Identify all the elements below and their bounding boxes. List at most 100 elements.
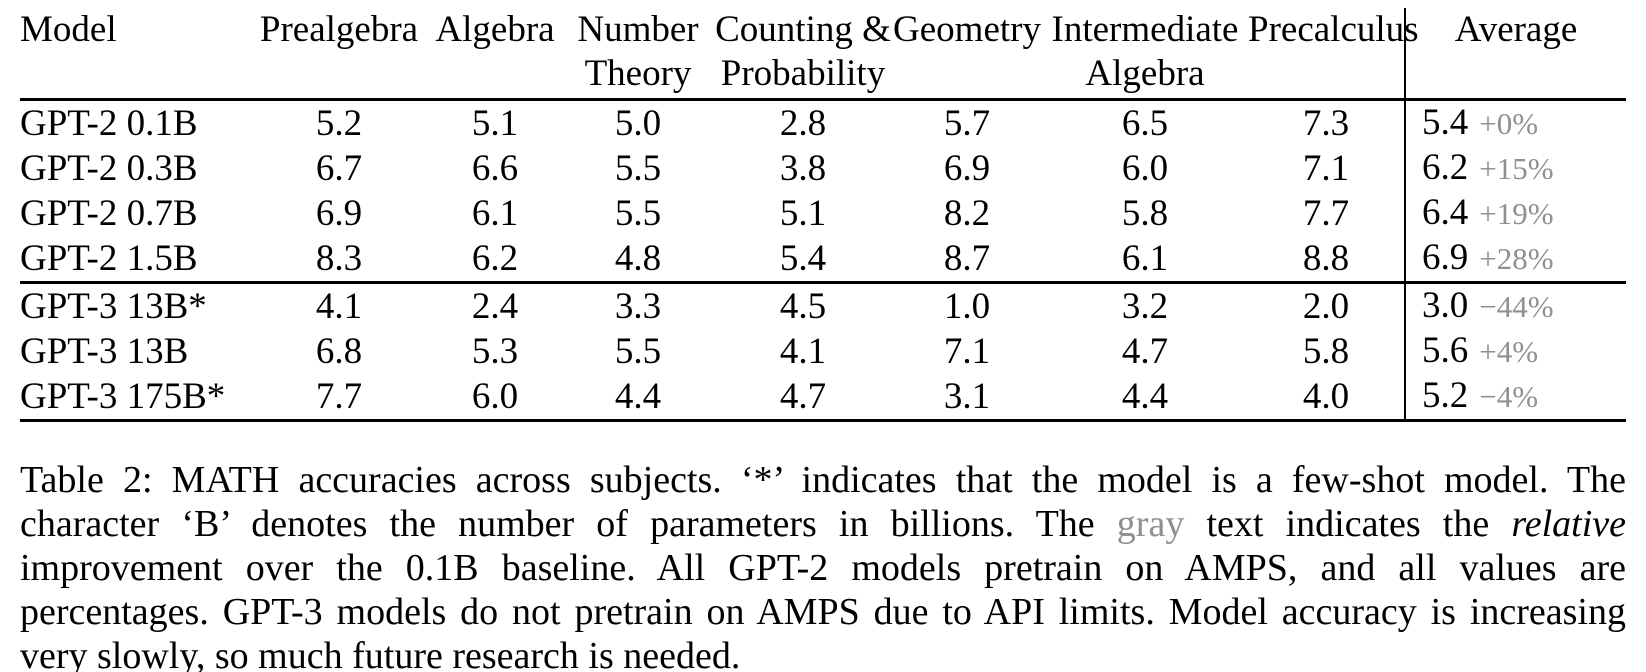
col-header-average: Average (1404, 8, 1626, 101)
value-cell: 3.3 (562, 281, 714, 329)
value-cell: 6.6 (471, 147, 519, 189)
value-cell: 6.9 (943, 147, 991, 189)
value-cell: 8.8 (1302, 237, 1350, 279)
value-cell: 4.8 (614, 237, 662, 279)
value-cell: 3.8 (779, 147, 827, 189)
value-cell: 4.1 (250, 281, 428, 329)
header-row: Model Prealgebra Algebra Number Theory Co… (20, 8, 1626, 101)
model-cell: GPT-3 13B* (20, 281, 250, 329)
caption-text: text indicates the (1184, 503, 1512, 545)
average-cell: 6.4 +19% (1404, 191, 1626, 236)
value-cell: 6.2 (471, 237, 519, 279)
value-cell: 5.5 (614, 192, 662, 234)
value-cell: 5.2 (315, 102, 363, 144)
value-cell: 7.3 (1302, 102, 1350, 144)
col-header-algebra: Algebra (428, 8, 562, 101)
relative-improvement: +0% (1479, 106, 1539, 141)
value-cell: 2.0 (1248, 281, 1405, 329)
col-header-intermediate-algebra: Intermediate Algebra (1042, 8, 1248, 101)
caption-text: improvement over the 0.1B baseline. All … (20, 547, 1626, 672)
value-cell: 5.8 (1302, 330, 1350, 372)
table-row-gpt2-15b: GPT-2 1.5B 8.3 6.2 4.8 5.4 8.7 6.1 8.8 6… (20, 236, 1626, 283)
value-cell: 4.7 (714, 374, 892, 422)
average-value: 6.2 (1422, 147, 1469, 188)
value-cell: 5.8 (1121, 192, 1169, 234)
average-value: 5.4 (1422, 102, 1469, 143)
average-value: 5.6 (1422, 330, 1469, 371)
relative-improvement: −44% (1479, 289, 1554, 324)
table-row-gpt2-03b: GPT-2 0.3B 6.7 6.6 5.5 3.8 6.9 6.0 7.1 6… (20, 146, 1626, 191)
value-cell: 7.7 (1302, 192, 1350, 234)
value-cell: 1.0 (892, 281, 1042, 329)
col-header-model: Model (20, 8, 250, 101)
value-cell: 5.1 (779, 192, 827, 234)
average-cell: 5.2 −4% (1404, 374, 1626, 422)
value-cell: 6.1 (471, 192, 519, 234)
value-cell: 5.5 (614, 147, 662, 189)
model-cell: GPT-2 0.3B (20, 147, 198, 189)
average-cell: 6.9 +28% (1404, 236, 1626, 283)
relative-improvement: −4% (1479, 379, 1539, 414)
value-cell: 5.7 (943, 102, 991, 144)
value-cell: 2.8 (779, 102, 827, 144)
col-header-counting-probability: Counting & Probability (714, 8, 892, 101)
col-header-prealgebra: Prealgebra (250, 8, 428, 101)
value-cell: 5.1 (471, 102, 519, 144)
table-row-gpt3-13b: GPT-3 13B 6.8 5.3 5.5 4.1 7.1 4.7 5.8 5.… (20, 329, 1626, 374)
value-cell: 4.0 (1248, 374, 1405, 422)
value-cell: 6.0 (428, 374, 562, 422)
caption-text: Table 2: MATH accuracies across subjects… (20, 459, 1626, 545)
value-cell: 3.2 (1042, 281, 1248, 329)
value-cell: 4.1 (779, 330, 827, 372)
value-cell: 5.5 (614, 330, 662, 372)
value-cell: 5.0 (614, 102, 662, 144)
value-cell: 4.5 (714, 281, 892, 329)
math-accuracy-table: Model Prealgebra Algebra Number Theory Co… (20, 8, 1626, 422)
value-cell: 6.0 (1121, 147, 1169, 189)
average-cell: 5.4 +0% (1404, 99, 1626, 146)
value-cell: 7.1 (943, 330, 991, 372)
table-caption: Table 2: MATH accuracies across subjects… (20, 458, 1626, 672)
caption-gray-word: gray (1116, 503, 1185, 545)
model-cell: GPT-2 0.1B (20, 102, 198, 144)
average-value: 3.0 (1422, 285, 1469, 326)
model-cell: GPT-3 175B* (20, 374, 250, 422)
value-cell: 5.4 (779, 237, 827, 279)
value-cell: 4.4 (1042, 374, 1248, 422)
value-cell: 6.7 (315, 147, 363, 189)
value-cell: 6.5 (1121, 102, 1169, 144)
model-cell: GPT-2 0.7B (20, 192, 198, 234)
table-row-gpt3-175b-fewshot: GPT-3 175B* 7.7 6.0 4.4 4.7 3.1 4.4 4.0 … (20, 374, 1626, 422)
relative-improvement: +15% (1479, 151, 1554, 186)
average-cell: 5.6 +4% (1404, 329, 1626, 374)
value-cell: 4.7 (1121, 330, 1169, 372)
value-cell: 8.3 (315, 237, 363, 279)
col-header-geometry: Geometry (892, 8, 1042, 101)
average-value: 5.2 (1422, 375, 1469, 416)
relative-improvement: +19% (1479, 196, 1554, 231)
average-cell: 3.0 −44% (1404, 281, 1626, 329)
table-row-gpt2-07b: GPT-2 0.7B 6.9 6.1 5.5 5.1 8.2 5.8 7.7 6… (20, 191, 1626, 236)
value-cell: 5.3 (471, 330, 519, 372)
col-header-precalculus: Precalculus (1248, 8, 1419, 101)
value-cell: 4.4 (562, 374, 714, 422)
caption-italic-word: relative (1511, 503, 1626, 545)
value-cell: 6.1 (1121, 237, 1169, 279)
value-cell: 6.9 (315, 192, 363, 234)
value-cell: 3.1 (892, 374, 1042, 422)
relative-improvement: +28% (1479, 241, 1554, 276)
average-value: 6.9 (1422, 237, 1469, 278)
value-cell: 7.1 (1302, 147, 1350, 189)
average-value: 6.4 (1422, 192, 1469, 233)
value-cell: 6.8 (315, 330, 363, 372)
value-cell: 7.7 (250, 374, 428, 422)
model-cell: GPT-2 1.5B (20, 237, 198, 279)
model-cell: GPT-3 13B (20, 330, 189, 372)
value-cell: 8.7 (943, 237, 991, 279)
average-cell: 6.2 +15% (1404, 146, 1626, 191)
relative-improvement: +4% (1479, 334, 1539, 369)
value-cell: 2.4 (428, 281, 562, 329)
col-header-number-theory: Number Theory (562, 8, 714, 101)
table-row-gpt2-01b: GPT-2 0.1B 5.2 5.1 5.0 2.8 5.7 6.5 7.3 5… (20, 99, 1626, 146)
